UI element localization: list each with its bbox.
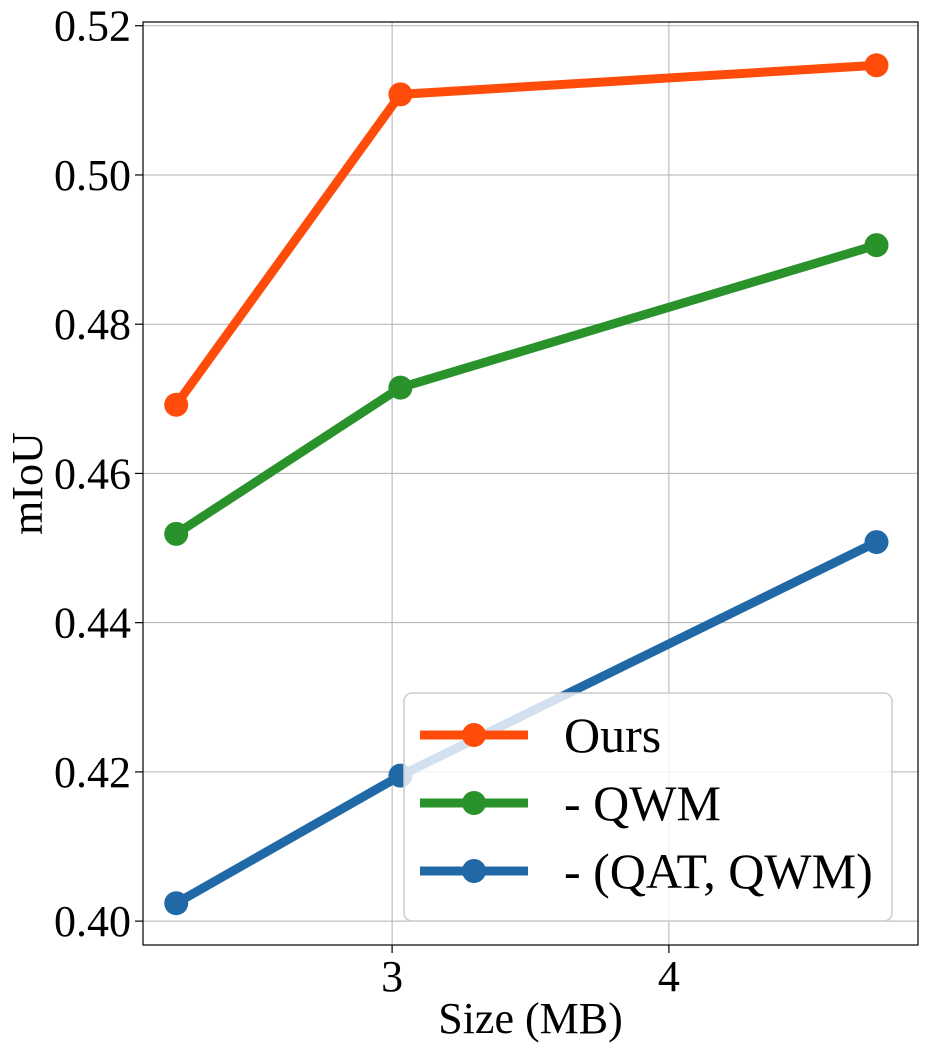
legend-item: - QWM [420, 775, 721, 831]
data-point [164, 891, 189, 916]
legend-label: - QWM [564, 775, 721, 831]
legend-marker [462, 859, 486, 883]
series-1 [164, 233, 889, 546]
legend-label: Ours [564, 707, 661, 763]
y-tick-label: 0.46 [54, 449, 131, 498]
data-point [388, 375, 413, 400]
legend-marker [462, 723, 486, 747]
data-point [164, 521, 189, 546]
y-tick-label: 0.48 [54, 300, 131, 349]
x-axis-label: Size (MB) [438, 994, 623, 1043]
data-point [388, 82, 413, 107]
y-axis-label: mIoU [3, 432, 52, 535]
x-tick-label: 4 [658, 952, 680, 1001]
legend: Ours - QWM - (QAT, QWM) [403, 692, 893, 922]
legend-box [403, 692, 893, 922]
data-point [164, 392, 189, 417]
x-tick-label: 3 [381, 952, 403, 1001]
y-tick-label: 0.42 [54, 748, 131, 797]
legend-marker [462, 791, 486, 815]
series-layer [164, 53, 889, 916]
data-point [864, 53, 889, 78]
legend-label: - (QAT, QWM) [564, 843, 873, 899]
series-0 [164, 53, 889, 417]
data-point [864, 233, 889, 258]
y-tick-label: 0.44 [54, 599, 131, 648]
data-point [864, 530, 889, 555]
y-tick-label: 0.50 [54, 151, 131, 200]
legend-item: Ours [420, 707, 661, 763]
y-tick-label: 0.52 [54, 2, 131, 51]
plot-frame [142, 21, 919, 946]
y-tick-label: 0.40 [54, 897, 131, 946]
series-2 [164, 530, 889, 916]
legend-item: - (QAT, QWM) [420, 843, 873, 899]
axis-ticks: 0.40 0.42 0.44 0.46 0.48 0.50 0.52 3 4 [54, 2, 680, 1001]
